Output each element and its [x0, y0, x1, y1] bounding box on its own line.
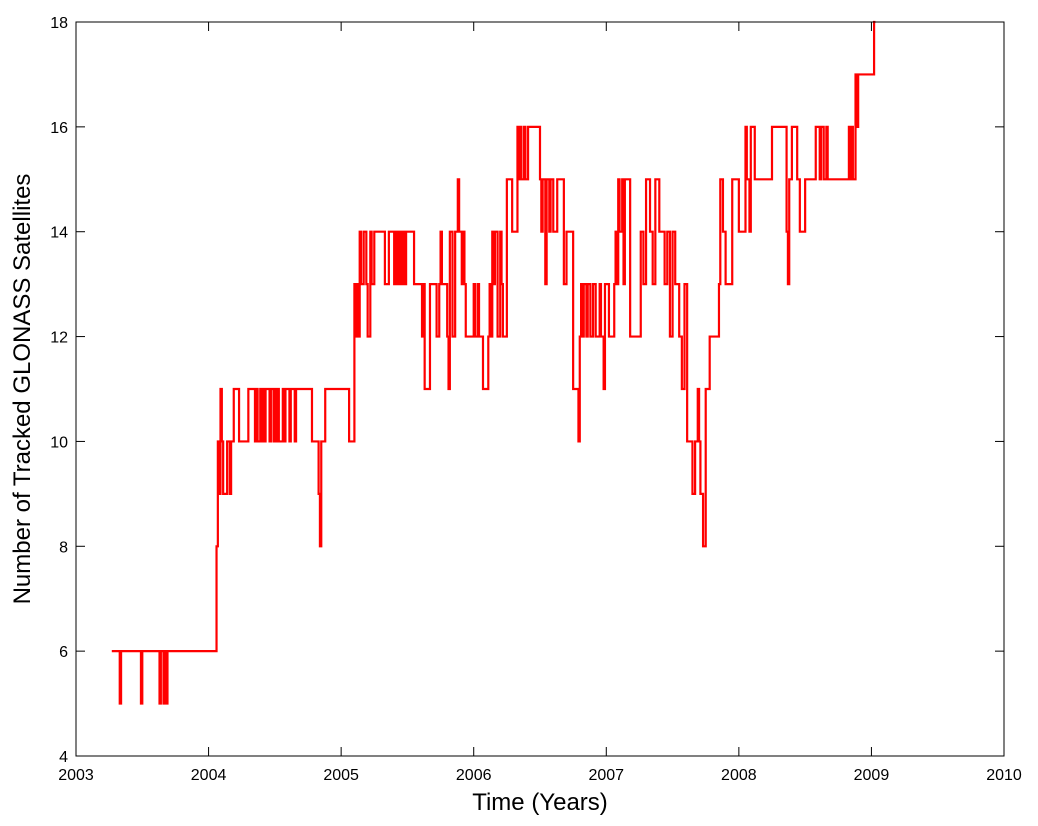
- x-tick-label: 2010: [986, 767, 1022, 784]
- x-tick-label: 2008: [721, 767, 757, 784]
- x-tick-label: 2004: [191, 767, 227, 784]
- plot-frame: [75, 21, 1005, 757]
- y-tick-label: 18: [50, 15, 68, 32]
- x-tick-label: 2009: [854, 767, 890, 784]
- y-tick-label: 12: [50, 330, 68, 347]
- x-tick-label: 2003: [58, 767, 94, 784]
- tick-labels: 2003 2004 2005 2006 2007 2008 2009 2010 4 6 8 10 12 1…: [50, 15, 1022, 784]
- y-tick-label: 10: [50, 434, 68, 451]
- x-tick-label: 2006: [456, 767, 492, 784]
- y-tick-label: 16: [50, 120, 68, 137]
- y-axis-title: Number of Tracked GLONASS Satellites: [9, 174, 36, 605]
- y-tick-label: 8: [59, 539, 68, 556]
- y-tick-label: 14: [50, 225, 68, 242]
- x-tick-label: 2005: [323, 767, 359, 784]
- series-layer: [111, 20, 876, 705]
- y-tick-label: 6: [59, 644, 68, 661]
- y-tick-label: 4: [59, 749, 68, 766]
- x-tick-label: 2007: [588, 767, 624, 784]
- x-axis-title: Time (Years): [472, 789, 608, 816]
- series-line: [111, 20, 876, 705]
